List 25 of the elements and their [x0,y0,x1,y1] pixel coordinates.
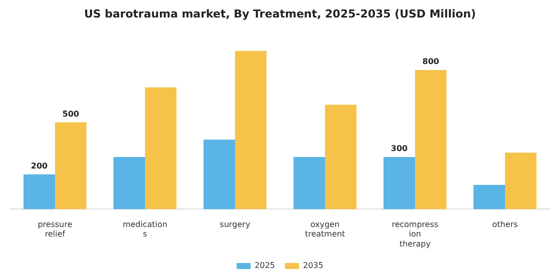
data-label: 300 [390,144,408,154]
x-tick-label: oxygen treatment [304,220,346,239]
chart-title: US barotrauma market, By Treatment, 2025-2035 (USD Million) [84,7,476,20]
bar [325,104,356,210]
bar [294,157,325,210]
bar [235,50,266,210]
bar [145,87,176,210]
x-tick-label: surgery [220,220,250,230]
bar [474,184,505,210]
bar [55,122,86,210]
legend-label: 2025 [254,261,275,270]
x-tick-label: recompress ion therapy [392,220,438,248]
bar [384,157,415,210]
data-label: 500 [62,109,80,118]
data-label: 200 [30,161,48,170]
bar [505,152,536,210]
x-tick-label: pressure relief [38,220,72,239]
bar [415,70,446,210]
bar [204,140,235,210]
bar [114,157,145,210]
bar [24,174,55,210]
x-tick-label: others [492,220,518,230]
data-label: 800 [422,57,440,66]
x-tick-label: medication s [122,220,168,239]
legend-label: 2035 [303,261,324,270]
